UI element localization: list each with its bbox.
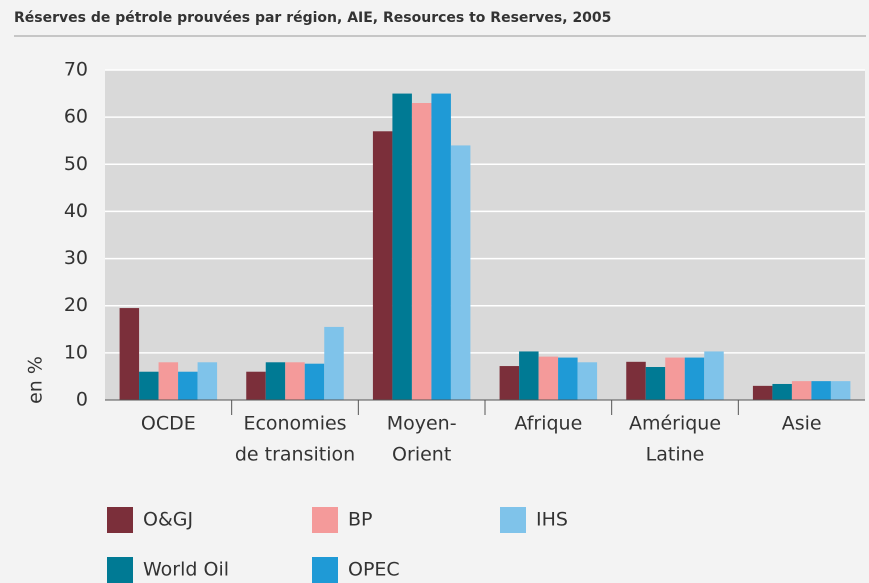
bar xyxy=(684,357,705,400)
bar xyxy=(178,371,198,400)
bar xyxy=(558,357,578,400)
x-tick-label: Asie xyxy=(782,413,822,435)
bar xyxy=(431,93,451,401)
bar xyxy=(411,103,432,400)
legend-label: World Oil xyxy=(143,559,229,581)
bar xyxy=(538,356,559,400)
x-tick-label: OCDE xyxy=(141,413,196,435)
x-tick-label: Moyen- xyxy=(387,413,457,435)
x-tick-label: Amérique xyxy=(629,413,721,435)
bar xyxy=(577,362,598,400)
legend-label: BP xyxy=(348,509,373,531)
bar xyxy=(772,383,792,400)
bar xyxy=(791,381,812,400)
legend-label: OPEC xyxy=(348,559,400,581)
y-tick-label: 60 xyxy=(64,106,88,128)
bar xyxy=(392,93,412,401)
bar xyxy=(450,145,471,400)
legend-swatch xyxy=(312,557,338,583)
x-tick-label: Economies xyxy=(243,413,346,435)
x-tick-label: Orient xyxy=(392,444,451,466)
y-tick-label: 40 xyxy=(64,200,88,222)
bar xyxy=(158,362,179,400)
bar xyxy=(197,362,218,400)
bar xyxy=(372,131,393,401)
bar xyxy=(246,371,266,400)
bar xyxy=(752,385,773,400)
legend-label: O&GJ xyxy=(143,509,193,531)
legend-label: IHS xyxy=(536,509,568,531)
bar xyxy=(665,357,685,400)
legend-swatch xyxy=(107,557,133,583)
x-tick-label: Latine xyxy=(646,444,705,466)
y-tick-label: 10 xyxy=(64,341,88,363)
y-tick-label: 20 xyxy=(64,294,88,316)
bar xyxy=(626,361,646,400)
y-tick-label: 50 xyxy=(64,153,88,175)
legend-swatch xyxy=(312,507,338,533)
y-tick-label: 70 xyxy=(64,59,88,81)
bar xyxy=(519,351,539,400)
bar xyxy=(324,326,344,400)
y-tick-label: 30 xyxy=(64,247,88,269)
bar xyxy=(811,381,831,400)
bar xyxy=(645,367,666,400)
bar xyxy=(704,351,724,400)
y-axis-label: en % xyxy=(25,356,47,404)
plot-area xyxy=(105,70,865,400)
bar xyxy=(304,363,325,400)
bar xyxy=(139,371,159,400)
bar xyxy=(499,366,520,400)
legend-swatch xyxy=(107,507,133,533)
y-tick-label: 0 xyxy=(76,389,88,411)
bar xyxy=(830,381,851,400)
bar xyxy=(265,362,286,400)
legend-swatch xyxy=(500,507,526,533)
x-tick-label: Afrique xyxy=(514,413,582,435)
chart-title: Réserves de pétrole prouvées par région,… xyxy=(14,10,611,26)
bar xyxy=(119,308,140,400)
bar xyxy=(285,362,305,400)
x-tick-label: de transition xyxy=(235,444,355,466)
